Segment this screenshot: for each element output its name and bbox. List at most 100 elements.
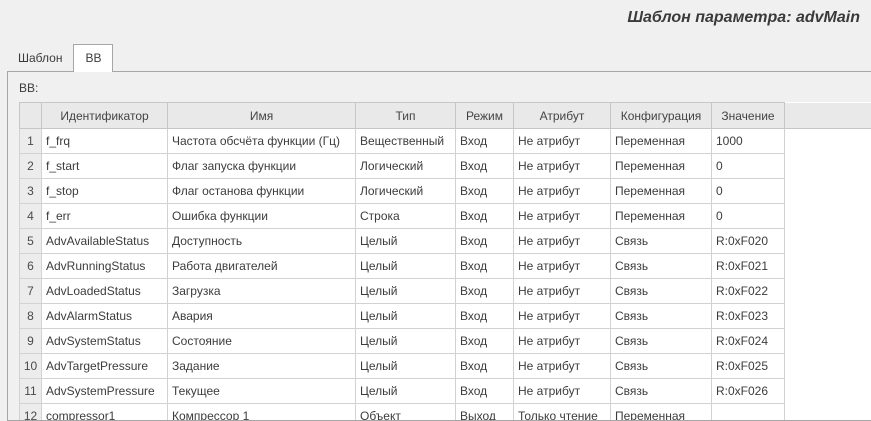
col-type[interactable]: Тип bbox=[356, 103, 456, 129]
cell-config[interactable]: Переменная bbox=[611, 404, 712, 421]
cell-attr[interactable]: Не атрибут bbox=[514, 154, 611, 179]
cell-value[interactable] bbox=[712, 404, 785, 421]
cell-attr[interactable]: Не атрибут bbox=[514, 329, 611, 354]
cell-mode[interactable]: Вход bbox=[456, 329, 514, 354]
cell-name[interactable]: Задание bbox=[168, 354, 356, 379]
cell-value[interactable]: 1000 bbox=[712, 129, 785, 154]
col-identifier[interactable]: Идентификатор bbox=[42, 103, 168, 129]
cell-mode[interactable]: Вход bbox=[456, 154, 514, 179]
row-number[interactable]: 11 bbox=[20, 379, 42, 404]
cell-value[interactable]: R:0xF025 bbox=[712, 354, 785, 379]
cell-value[interactable]: R:0xF020 bbox=[712, 229, 785, 254]
cell-attr[interactable]: Не атрибут bbox=[514, 129, 611, 154]
col-attribute[interactable]: Атрибут bbox=[514, 103, 611, 129]
cell-config[interactable]: Связь bbox=[611, 379, 712, 404]
row-number[interactable]: 12 bbox=[20, 404, 42, 421]
cell-value[interactable]: R:0xF026 bbox=[712, 379, 785, 404]
cell-name[interactable]: Текущее bbox=[168, 379, 356, 404]
cell-mode[interactable]: Выход bbox=[456, 404, 514, 421]
cell-value[interactable]: 0 bbox=[712, 204, 785, 229]
cell-value[interactable]: 0 bbox=[712, 154, 785, 179]
cell-type[interactable]: Целый bbox=[356, 279, 456, 304]
cell-name[interactable]: Авария bbox=[168, 304, 356, 329]
row-number[interactable]: 9 bbox=[20, 329, 42, 354]
cell-id[interactable]: f_frq bbox=[42, 129, 168, 154]
row-number[interactable]: 8 bbox=[20, 304, 42, 329]
cell-name[interactable]: Флаг останова функции bbox=[168, 179, 356, 204]
cell-mode[interactable]: Вход bbox=[456, 279, 514, 304]
cell-attr[interactable]: Не атрибут bbox=[514, 229, 611, 254]
cell-name[interactable]: Работа двигателей bbox=[168, 254, 356, 279]
cell-type[interactable]: Вещественный bbox=[356, 129, 456, 154]
col-name[interactable]: Имя bbox=[168, 103, 356, 129]
tab-shablon[interactable]: Шаблон bbox=[7, 45, 73, 72]
row-number[interactable]: 4 bbox=[20, 204, 42, 229]
cell-id[interactable]: f_start bbox=[42, 154, 168, 179]
cell-config[interactable]: Переменная bbox=[611, 129, 712, 154]
cell-id[interactable]: AdvSystemPressure bbox=[42, 379, 168, 404]
cell-mode[interactable]: Вход bbox=[456, 304, 514, 329]
tab-vv[interactable]: ВВ bbox=[73, 44, 113, 72]
cell-attr[interactable]: Не атрибут bbox=[514, 254, 611, 279]
cell-name[interactable]: Частота обсчёта функции (Гц) bbox=[168, 129, 356, 154]
cell-type[interactable]: Целый bbox=[356, 229, 456, 254]
cell-type[interactable]: Целый bbox=[356, 354, 456, 379]
cell-value[interactable]: R:0xF022 bbox=[712, 279, 785, 304]
col-mode[interactable]: Режим bbox=[456, 103, 514, 129]
row-number[interactable]: 5 bbox=[20, 229, 42, 254]
cell-attr[interactable]: Только чтение bbox=[514, 404, 611, 421]
cell-config[interactable]: Переменная bbox=[611, 179, 712, 204]
cell-value[interactable]: R:0xF021 bbox=[712, 254, 785, 279]
cell-mode[interactable]: Вход bbox=[456, 379, 514, 404]
cell-id[interactable]: AdvAlarmStatus bbox=[42, 304, 168, 329]
cell-id[interactable]: AdvLoadedStatus bbox=[42, 279, 168, 304]
cell-value[interactable]: 0 bbox=[712, 179, 785, 204]
cell-type[interactable]: Логический bbox=[356, 154, 456, 179]
cell-type[interactable]: Объект bbox=[356, 404, 456, 421]
cell-type[interactable]: Целый bbox=[356, 254, 456, 279]
cell-name[interactable]: Компрессор 1 bbox=[168, 404, 356, 421]
cell-id[interactable]: compressor1 bbox=[42, 404, 168, 421]
row-number[interactable]: 3 bbox=[20, 179, 42, 204]
cell-config[interactable]: Связь bbox=[611, 279, 712, 304]
cell-name[interactable]: Флаг запуска функции bbox=[168, 154, 356, 179]
cell-attr[interactable]: Не атрибут bbox=[514, 304, 611, 329]
cell-attr[interactable]: Не атрибут bbox=[514, 354, 611, 379]
cell-mode[interactable]: Вход bbox=[456, 179, 514, 204]
row-number[interactable]: 10 bbox=[20, 354, 42, 379]
cell-type[interactable]: Целый bbox=[356, 329, 456, 354]
cell-id[interactable]: f_err bbox=[42, 204, 168, 229]
cell-mode[interactable]: Вход bbox=[456, 254, 514, 279]
row-number[interactable]: 2 bbox=[20, 154, 42, 179]
cell-id[interactable]: AdvAvailableStatus bbox=[42, 229, 168, 254]
cell-id[interactable]: AdvTargetPressure bbox=[42, 354, 168, 379]
cell-mode[interactable]: Вход bbox=[456, 354, 514, 379]
row-number[interactable]: 1 bbox=[20, 129, 42, 154]
cell-config[interactable]: Связь bbox=[611, 254, 712, 279]
cell-config[interactable]: Связь bbox=[611, 354, 712, 379]
cell-name[interactable]: Загрузка bbox=[168, 279, 356, 304]
col-configuration[interactable]: Конфигурация bbox=[611, 103, 712, 129]
cell-id[interactable]: AdvSystemStatus bbox=[42, 329, 168, 354]
cell-attr[interactable]: Не атрибут bbox=[514, 179, 611, 204]
cell-mode[interactable]: Вход bbox=[456, 204, 514, 229]
col-value[interactable]: Значение bbox=[712, 103, 785, 129]
cell-id[interactable]: f_stop bbox=[42, 179, 168, 204]
cell-attr[interactable]: Не атрибут bbox=[514, 379, 611, 404]
cell-config[interactable]: Связь bbox=[611, 304, 712, 329]
cell-config[interactable]: Переменная bbox=[611, 204, 712, 229]
cell-config[interactable]: Связь bbox=[611, 229, 712, 254]
cell-type[interactable]: Логический bbox=[356, 179, 456, 204]
cell-name[interactable]: Доступность bbox=[168, 229, 356, 254]
cell-config[interactable]: Переменная bbox=[611, 154, 712, 179]
row-number[interactable]: 6 bbox=[20, 254, 42, 279]
cell-type[interactable]: Целый bbox=[356, 304, 456, 329]
cell-name[interactable]: Ошибка функции bbox=[168, 204, 356, 229]
cell-config[interactable]: Связь bbox=[611, 329, 712, 354]
cell-attr[interactable]: Не атрибут bbox=[514, 279, 611, 304]
cell-id[interactable]: AdvRunningStatus bbox=[42, 254, 168, 279]
cell-mode[interactable]: Вход bbox=[456, 229, 514, 254]
corner-header[interactable] bbox=[20, 103, 42, 129]
cell-type[interactable]: Целый bbox=[356, 379, 456, 404]
cell-attr[interactable]: Не атрибут bbox=[514, 204, 611, 229]
